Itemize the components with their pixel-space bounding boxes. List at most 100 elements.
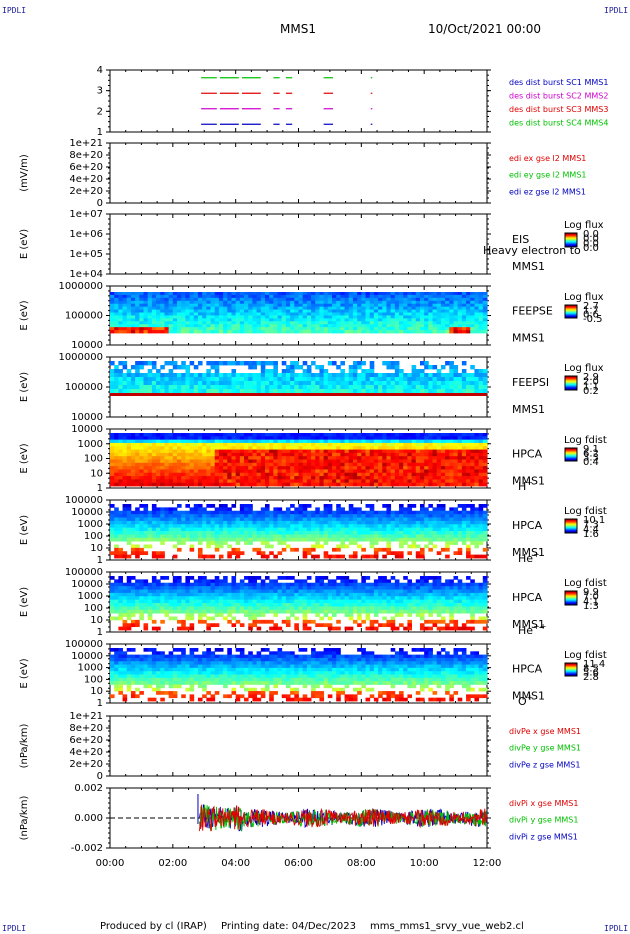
heatmap-cell	[348, 324, 354, 328]
heatmap-cell	[252, 520, 258, 525]
heatmap-cell	[432, 452, 438, 457]
heatmap-cell	[248, 389, 253, 394]
heatmap-cell	[206, 517, 211, 522]
heatmap-cell	[365, 456, 371, 460]
heatmap-cell	[189, 510, 195, 515]
heatmap-cell	[424, 449, 429, 454]
heatmap-cell	[378, 534, 383, 539]
heatmap-cell	[160, 436, 165, 441]
heatmap-cell	[357, 321, 362, 325]
heatmap-cell	[135, 520, 140, 525]
heatmap-cell	[332, 324, 337, 328]
heatmap-cell	[164, 436, 170, 441]
heatmap-cell	[273, 531, 278, 535]
heatmap-cell	[466, 472, 471, 477]
heatmap-cell	[357, 377, 362, 382]
colorbar-cell	[565, 313, 577, 315]
heatmap-cell	[235, 527, 241, 532]
heatmap-cell	[273, 524, 278, 529]
heatmap-cell	[239, 433, 245, 437]
heatmap-cell	[269, 517, 274, 522]
heatmap-cell	[323, 309, 329, 313]
heatmap-cell	[210, 436, 216, 441]
heatmap-cell	[147, 324, 153, 328]
heatmap-cell	[177, 459, 182, 464]
heatmap-cell	[122, 466, 128, 470]
heatmap-cell	[269, 318, 274, 322]
colorbar-tick-label: -0.5	[583, 314, 603, 325]
heatmap-cell	[269, 462, 274, 467]
heatmap-cell	[482, 462, 488, 467]
heatmap-cell	[151, 327, 157, 331]
heatmap-cell	[399, 318, 404, 322]
heatmap-cell	[248, 524, 253, 529]
heatmap-cell	[264, 514, 270, 518]
heatmap-cell	[202, 312, 207, 316]
heatmap-cell	[411, 439, 417, 444]
heatmap-cell	[386, 517, 392, 522]
heatmap-cell	[248, 507, 253, 512]
heatmap-cell	[461, 479, 467, 484]
heatmap-cell	[290, 469, 295, 474]
heatmap-cell	[206, 381, 211, 386]
heatmap-cell	[411, 531, 417, 535]
heatmap-cell	[260, 436, 266, 441]
heatmap-cell	[365, 321, 371, 325]
heatmap-cell	[264, 537, 270, 542]
heatmap-cell	[231, 321, 237, 325]
corner-tag-tl: IPDLI	[2, 6, 27, 15]
heatmap-cell	[281, 292, 287, 296]
heatmap-cell	[449, 369, 454, 374]
heatmap-cell	[311, 389, 316, 394]
heatmap-cell	[110, 466, 115, 470]
heatmap-cell	[223, 439, 228, 444]
heatmap-cell	[336, 456, 341, 460]
heatmap-cell	[231, 476, 237, 480]
heatmap-cell	[260, 300, 266, 305]
heatmap-cell	[143, 446, 149, 450]
heatmap-cell	[302, 436, 308, 441]
heatmap-cell	[210, 476, 216, 480]
heatmap-cell	[118, 531, 123, 535]
heatmap-cell	[344, 446, 350, 450]
y-tick-label: 10000	[71, 424, 103, 435]
heatmap-cell	[445, 389, 450, 394]
heatmap-cell	[172, 330, 178, 334]
heatmap-cell	[378, 446, 383, 450]
heatmap-cell	[139, 531, 144, 535]
heatmap-cell	[332, 297, 337, 302]
heatmap-cell	[244, 520, 249, 525]
heatmap-cell	[365, 306, 371, 310]
heatmap-cell	[344, 534, 350, 539]
heatmap-cell	[327, 466, 333, 470]
heatmap-cell	[285, 312, 291, 316]
heatmap-cell	[156, 446, 161, 450]
heatmap-cell	[466, 462, 471, 467]
heatmap-cell	[239, 466, 245, 470]
heatmap-cell	[281, 479, 287, 484]
heatmap-cell	[260, 527, 266, 532]
heatmap-cell	[223, 385, 228, 390]
heatmap-cell	[160, 456, 165, 460]
heatmap-cell	[143, 321, 149, 325]
heatmap-cell	[319, 377, 325, 382]
y-tick-label: 10	[90, 468, 103, 479]
heatmap-cell	[428, 439, 433, 444]
heatmap-cell	[399, 294, 404, 299]
heatmap-cell	[202, 482, 207, 487]
heatmap-cell	[269, 456, 274, 460]
heatmap-cell	[419, 306, 425, 310]
colorbar-cell	[565, 381, 577, 383]
heatmap-cell	[327, 452, 333, 457]
heatmap-cell	[419, 324, 425, 328]
heatmap-cell	[156, 462, 161, 467]
heatmap-cell	[294, 385, 299, 390]
heatmap-cell	[340, 369, 345, 374]
heatmap-cell	[445, 433, 450, 437]
heatmap-cell	[290, 373, 295, 378]
heatmap-cell	[466, 321, 471, 325]
colorbar-tick-label: 0.0	[583, 238, 599, 249]
heatmap-cell	[181, 537, 186, 542]
heatmap-cell	[306, 551, 312, 556]
heatmap-cell	[210, 389, 216, 394]
